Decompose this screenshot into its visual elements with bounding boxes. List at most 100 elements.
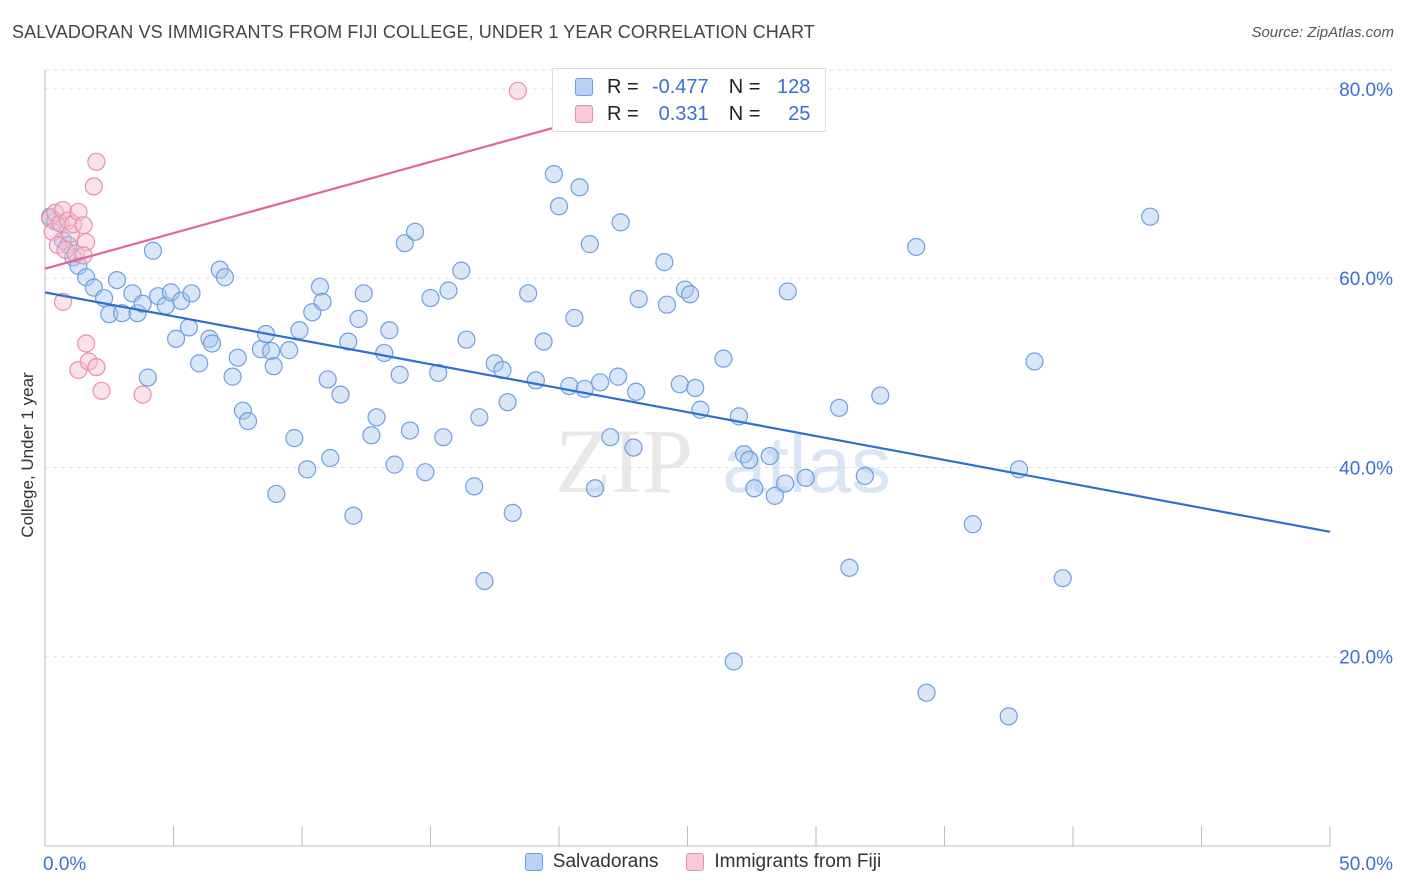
salvadorans-point xyxy=(395,234,414,253)
salvadorans-point xyxy=(143,241,163,260)
y-tick-label: 40.0% xyxy=(1339,458,1393,479)
salvadorans-point xyxy=(200,329,219,348)
salvadorans-point xyxy=(624,438,643,457)
salvadorans-point xyxy=(380,321,399,340)
salvadorans-point xyxy=(233,401,252,420)
salvadorans-point xyxy=(519,284,538,303)
axes xyxy=(44,70,1331,847)
salvadorans-point xyxy=(313,292,332,311)
salvadorans-point xyxy=(434,428,453,447)
legend-row-salvadorans: R = -0.477 N = 128 xyxy=(575,74,810,100)
salvadorans-point xyxy=(740,450,759,469)
salvadorans-point xyxy=(439,281,458,300)
salvadorans-points xyxy=(41,164,1160,726)
legend-n-value-salvadorans: 128 xyxy=(777,75,811,98)
legend-n-label: N = xyxy=(728,102,761,125)
salvadorans-point xyxy=(421,288,440,308)
salvadorans-point xyxy=(526,371,545,390)
salvadorans-point xyxy=(629,289,648,309)
salvadorans-point xyxy=(465,477,484,496)
legend-r-label: R = xyxy=(607,75,639,98)
source-credit: Source: ZipAtlas.com xyxy=(1251,24,1394,41)
salvadorans-point xyxy=(166,329,186,348)
salvadorans-point xyxy=(354,284,373,303)
salvadorans-point xyxy=(498,393,517,412)
salvadorans-point xyxy=(475,571,494,591)
salvadorans-point xyxy=(290,321,309,340)
watermark-zip: ZIP xyxy=(555,410,693,512)
correlation-legend: R = -0.477 N = 128 R = 0.331 N = 25 xyxy=(552,68,826,132)
salvadorans-point xyxy=(534,332,553,351)
fiji-point xyxy=(92,381,111,400)
salvadorans-point xyxy=(215,268,234,287)
salvadorans-point xyxy=(855,466,874,486)
salvadorans-trend-line xyxy=(44,291,1331,533)
salvadorans-point xyxy=(765,486,784,505)
fiji-point xyxy=(133,385,152,404)
salvadorans-point xyxy=(138,368,157,387)
salvadorans-point xyxy=(405,222,425,241)
fiji-point xyxy=(87,152,106,171)
salvadorans-point xyxy=(549,197,569,216)
salvadorans-point xyxy=(400,421,420,440)
salvadorans-point xyxy=(796,468,815,487)
salvadorans-point xyxy=(601,428,620,447)
salvadorans-point xyxy=(457,330,476,349)
tick-labels: 20.0% 40.0% 60.0% 80.0% 0.0% 50.0% xyxy=(43,80,1393,875)
salvadorans-point xyxy=(202,334,222,353)
salvadorans-point xyxy=(133,294,152,313)
legend-label-salvadorans: Salvadorans xyxy=(552,851,659,872)
legend-n-label: N = xyxy=(728,75,761,98)
fiji-legend-swatch xyxy=(686,853,705,871)
salvadorans-point xyxy=(776,474,795,493)
salvadorans-point xyxy=(745,479,764,498)
legend-label-fiji: Immigrants from Fiji xyxy=(714,851,882,872)
legend-r-value-salvadorans: -0.477 xyxy=(651,75,709,98)
series-legend: Salvadorans Immigrants from Fiji xyxy=(0,851,1406,873)
x-tick-label: 0.0% xyxy=(43,854,86,875)
salvadorans-point xyxy=(1053,569,1072,588)
salvadorans-point xyxy=(565,308,584,328)
salvadorans-swatch xyxy=(575,78,593,96)
salvadorans-point xyxy=(172,291,191,311)
salvadorans-point xyxy=(585,479,605,498)
salvadorans-point xyxy=(686,378,705,398)
y-tick-label: 20.0% xyxy=(1339,648,1393,669)
fiji-trend-line xyxy=(44,123,565,270)
salvadorans-point xyxy=(609,367,628,386)
fiji-point xyxy=(84,177,103,196)
salvadorans-point xyxy=(285,429,304,448)
fiji-point xyxy=(77,233,96,252)
salvadorans-point xyxy=(331,385,350,404)
salvadorans-point xyxy=(680,285,700,304)
salvadorans-point xyxy=(544,164,563,184)
salvadorans-point xyxy=(1140,207,1160,226)
salvadorans-point xyxy=(264,357,283,376)
legend-r-value-fiji: 0.331 xyxy=(658,102,709,125)
y-tick-label: 80.0% xyxy=(1339,80,1393,101)
salvadorans-point xyxy=(724,652,743,671)
trend-lines xyxy=(44,123,1331,533)
fiji-point xyxy=(56,240,75,259)
salvadorans-point xyxy=(112,304,132,323)
salvadorans-point xyxy=(190,354,209,373)
salvadorans-point xyxy=(760,447,779,466)
salvadorans-point xyxy=(503,503,522,522)
salvadorans-point xyxy=(390,365,409,384)
chart-title: SALVADORAN VS IMMIGRANTS FROM FIJI COLLE… xyxy=(12,22,815,42)
salvadorans-point xyxy=(830,398,849,417)
salvadorans-point xyxy=(714,349,733,368)
fiji-point xyxy=(74,216,93,235)
fiji-point xyxy=(53,200,73,220)
salvadorans-point xyxy=(349,309,368,328)
y-axis-label: College, Under 1 year xyxy=(18,372,37,538)
salvadorans-point xyxy=(657,295,677,314)
salvadorans-point xyxy=(339,332,358,351)
salvadorans-point xyxy=(963,515,982,534)
legend-row-fiji: R = 0.331 N = 25 xyxy=(575,101,810,127)
salvadorans-point xyxy=(907,237,926,257)
salvadorans-point xyxy=(267,484,286,504)
salvadorans-point xyxy=(223,367,242,386)
salvadorans-point xyxy=(318,370,337,389)
salvadorans-point xyxy=(367,408,386,427)
